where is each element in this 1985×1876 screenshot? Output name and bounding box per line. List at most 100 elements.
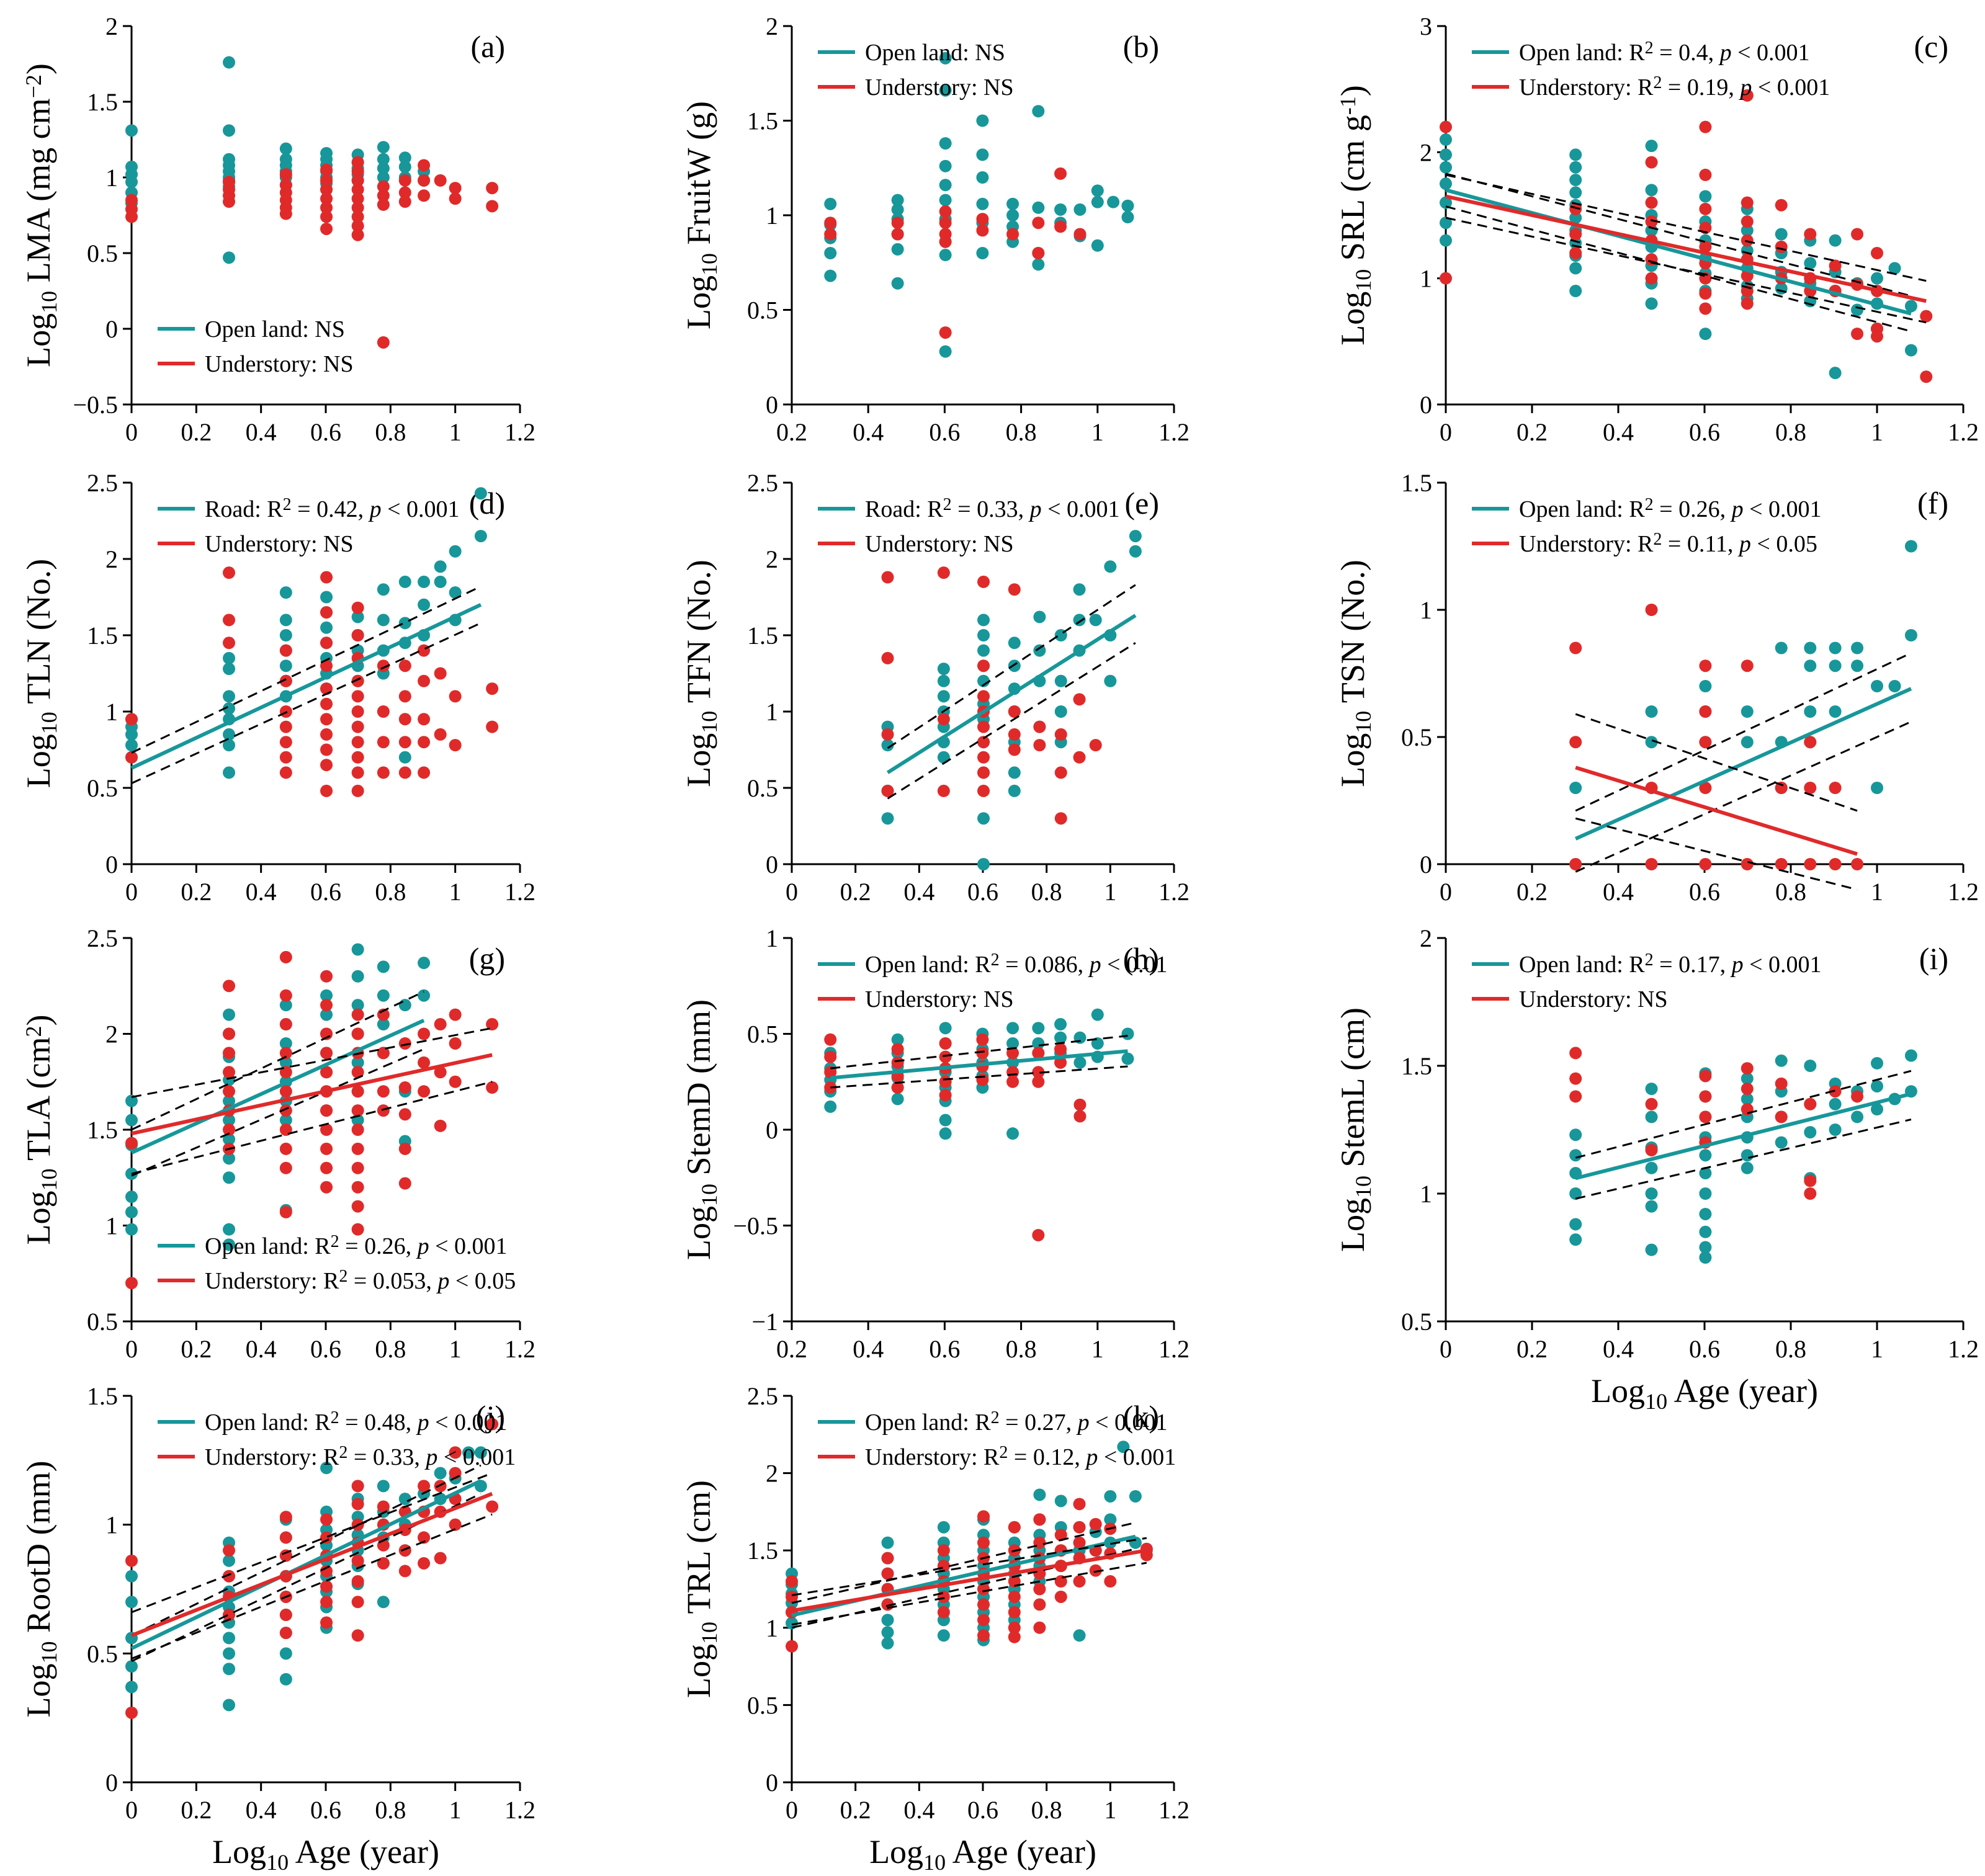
open-land-point: [1829, 1123, 1842, 1136]
open-land-point: [1569, 262, 1582, 275]
y-axis-label-part: TSN (No.): [1334, 560, 1371, 711]
understory-point: [786, 1606, 798, 1619]
open-land-point: [1829, 234, 1842, 247]
open-land-fit-line: [1445, 188, 1912, 316]
understory-point: [398, 766, 411, 779]
understory-point: [377, 736, 390, 749]
panel-label: (c): [1914, 29, 1949, 64]
understory-point: [377, 766, 390, 779]
open-land-point: [1645, 224, 1658, 237]
x-tick-label: 0.4: [853, 1335, 884, 1363]
y-tick-label: 1: [1420, 265, 1432, 293]
understory-point: [486, 1081, 499, 1094]
open-land-point: [1032, 201, 1045, 214]
understory-point: [1569, 1072, 1582, 1085]
open-land-point: [223, 766, 236, 779]
understory-point: [1741, 89, 1754, 102]
understory-point: [1008, 1590, 1021, 1603]
open-land-point: [1032, 1022, 1045, 1035]
open-land-point: [125, 1596, 138, 1609]
open-land-point: [279, 659, 292, 672]
open-land-fit-line: [830, 1049, 1128, 1080]
y-tick-label: 2.5: [747, 469, 778, 497]
open-land-point: [125, 1205, 138, 1218]
understory-point: [449, 690, 462, 703]
open-land-point: [1829, 705, 1842, 718]
understory-point: [320, 210, 333, 223]
understory-point: [1645, 272, 1658, 285]
y-tick-label: 2: [1420, 138, 1432, 166]
understory-point: [1851, 858, 1864, 870]
open-land-point: [1741, 1092, 1754, 1106]
confidence-band: [830, 1065, 1128, 1089]
understory-point: [1699, 1090, 1712, 1103]
y-tick-label: 0.5: [87, 1640, 118, 1668]
understory-point: [1569, 1047, 1582, 1060]
understory-point: [1699, 1070, 1712, 1083]
understory-point: [320, 222, 333, 235]
open-land-point: [1871, 1079, 1883, 1092]
understory-point: [418, 766, 431, 779]
open-land-point: [1440, 177, 1452, 190]
understory-point: [1073, 1575, 1086, 1588]
understory-point: [937, 566, 950, 579]
confidence-band: [1575, 1070, 1912, 1159]
understory-point: [377, 180, 390, 193]
open-land-point: [1032, 1037, 1045, 1050]
open-land-point: [1645, 1161, 1658, 1174]
open-land-point: [977, 674, 990, 687]
y-tick-label: 1.5: [87, 1382, 118, 1410]
open-land-point: [377, 1480, 390, 1493]
understory-point: [377, 198, 390, 211]
open-land-point: [937, 690, 950, 703]
understory-point: [351, 1575, 364, 1588]
panel-label: (i): [1919, 941, 1948, 976]
open-land-point: [279, 614, 292, 627]
understory-point: [939, 235, 952, 248]
open-land-point: [891, 1033, 904, 1046]
y-tick-label: 0: [766, 1116, 778, 1144]
understory-point: [1032, 1066, 1045, 1079]
y-axis-label-part: Log: [1334, 1198, 1371, 1252]
legend-label: Understory: NS: [1519, 986, 1668, 1012]
x-axis-label-part: 10: [923, 1850, 946, 1873]
understory-point: [223, 636, 236, 650]
understory-point: [977, 720, 990, 733]
understory-point: [398, 659, 411, 672]
y-tick-label: 0.5: [1401, 723, 1432, 751]
understory-point: [1008, 1521, 1021, 1534]
open-land-point: [398, 1493, 411, 1506]
understory-point: [279, 1531, 292, 1544]
open-land-point: [1871, 1056, 1883, 1070]
understory-point: [977, 1510, 990, 1523]
y-axis-label-part: -1: [1335, 96, 1360, 115]
understory-point: [824, 1066, 837, 1079]
understory-point: [1073, 1110, 1087, 1123]
understory-point: [279, 1104, 292, 1117]
open-land-point: [937, 1629, 950, 1642]
understory-point: [1569, 228, 1582, 241]
panel-e: 0 0.5 1 1.5 2 2.5 0 0.2 0.4 0.6 0.8 1 1.2 Log10 TFN (…: [680, 469, 1190, 906]
open-land-point: [881, 1536, 894, 1549]
open-land-point: [418, 575, 431, 588]
y-tick-label: 0: [766, 391, 778, 419]
panel-h: −1 −0.5 0 0.5 1 0.2 0.4 0.6 0.8 1 1.2 Log10 StemD (…: [680, 924, 1190, 1363]
x-axis-label-part: Log: [212, 1833, 266, 1870]
understory-point: [1741, 858, 1754, 870]
understory-point: [1033, 739, 1046, 752]
panel-g: 0.5 1 1.5 2 2.5 0 0.2 0.4 0.6 0.8 1 1.2 Log10 TLA (c…: [20, 924, 535, 1363]
open-land-point: [398, 617, 411, 630]
open-land-point: [939, 159, 952, 172]
open-land-fit-line: [1574, 687, 1912, 841]
x-tick-label: 0.2: [776, 1335, 807, 1363]
y-axis-label-part: 10: [697, 1184, 722, 1206]
y-tick-label: 2.5: [747, 1382, 778, 1410]
open-land-point: [1804, 705, 1817, 718]
panel-label: (h): [1123, 941, 1159, 976]
open-land-point: [1121, 199, 1134, 212]
understory-point: [824, 228, 837, 241]
understory-point: [486, 1018, 499, 1031]
open-land-point: [449, 545, 462, 558]
open-land-point: [1440, 133, 1452, 146]
understory-point: [977, 659, 990, 672]
